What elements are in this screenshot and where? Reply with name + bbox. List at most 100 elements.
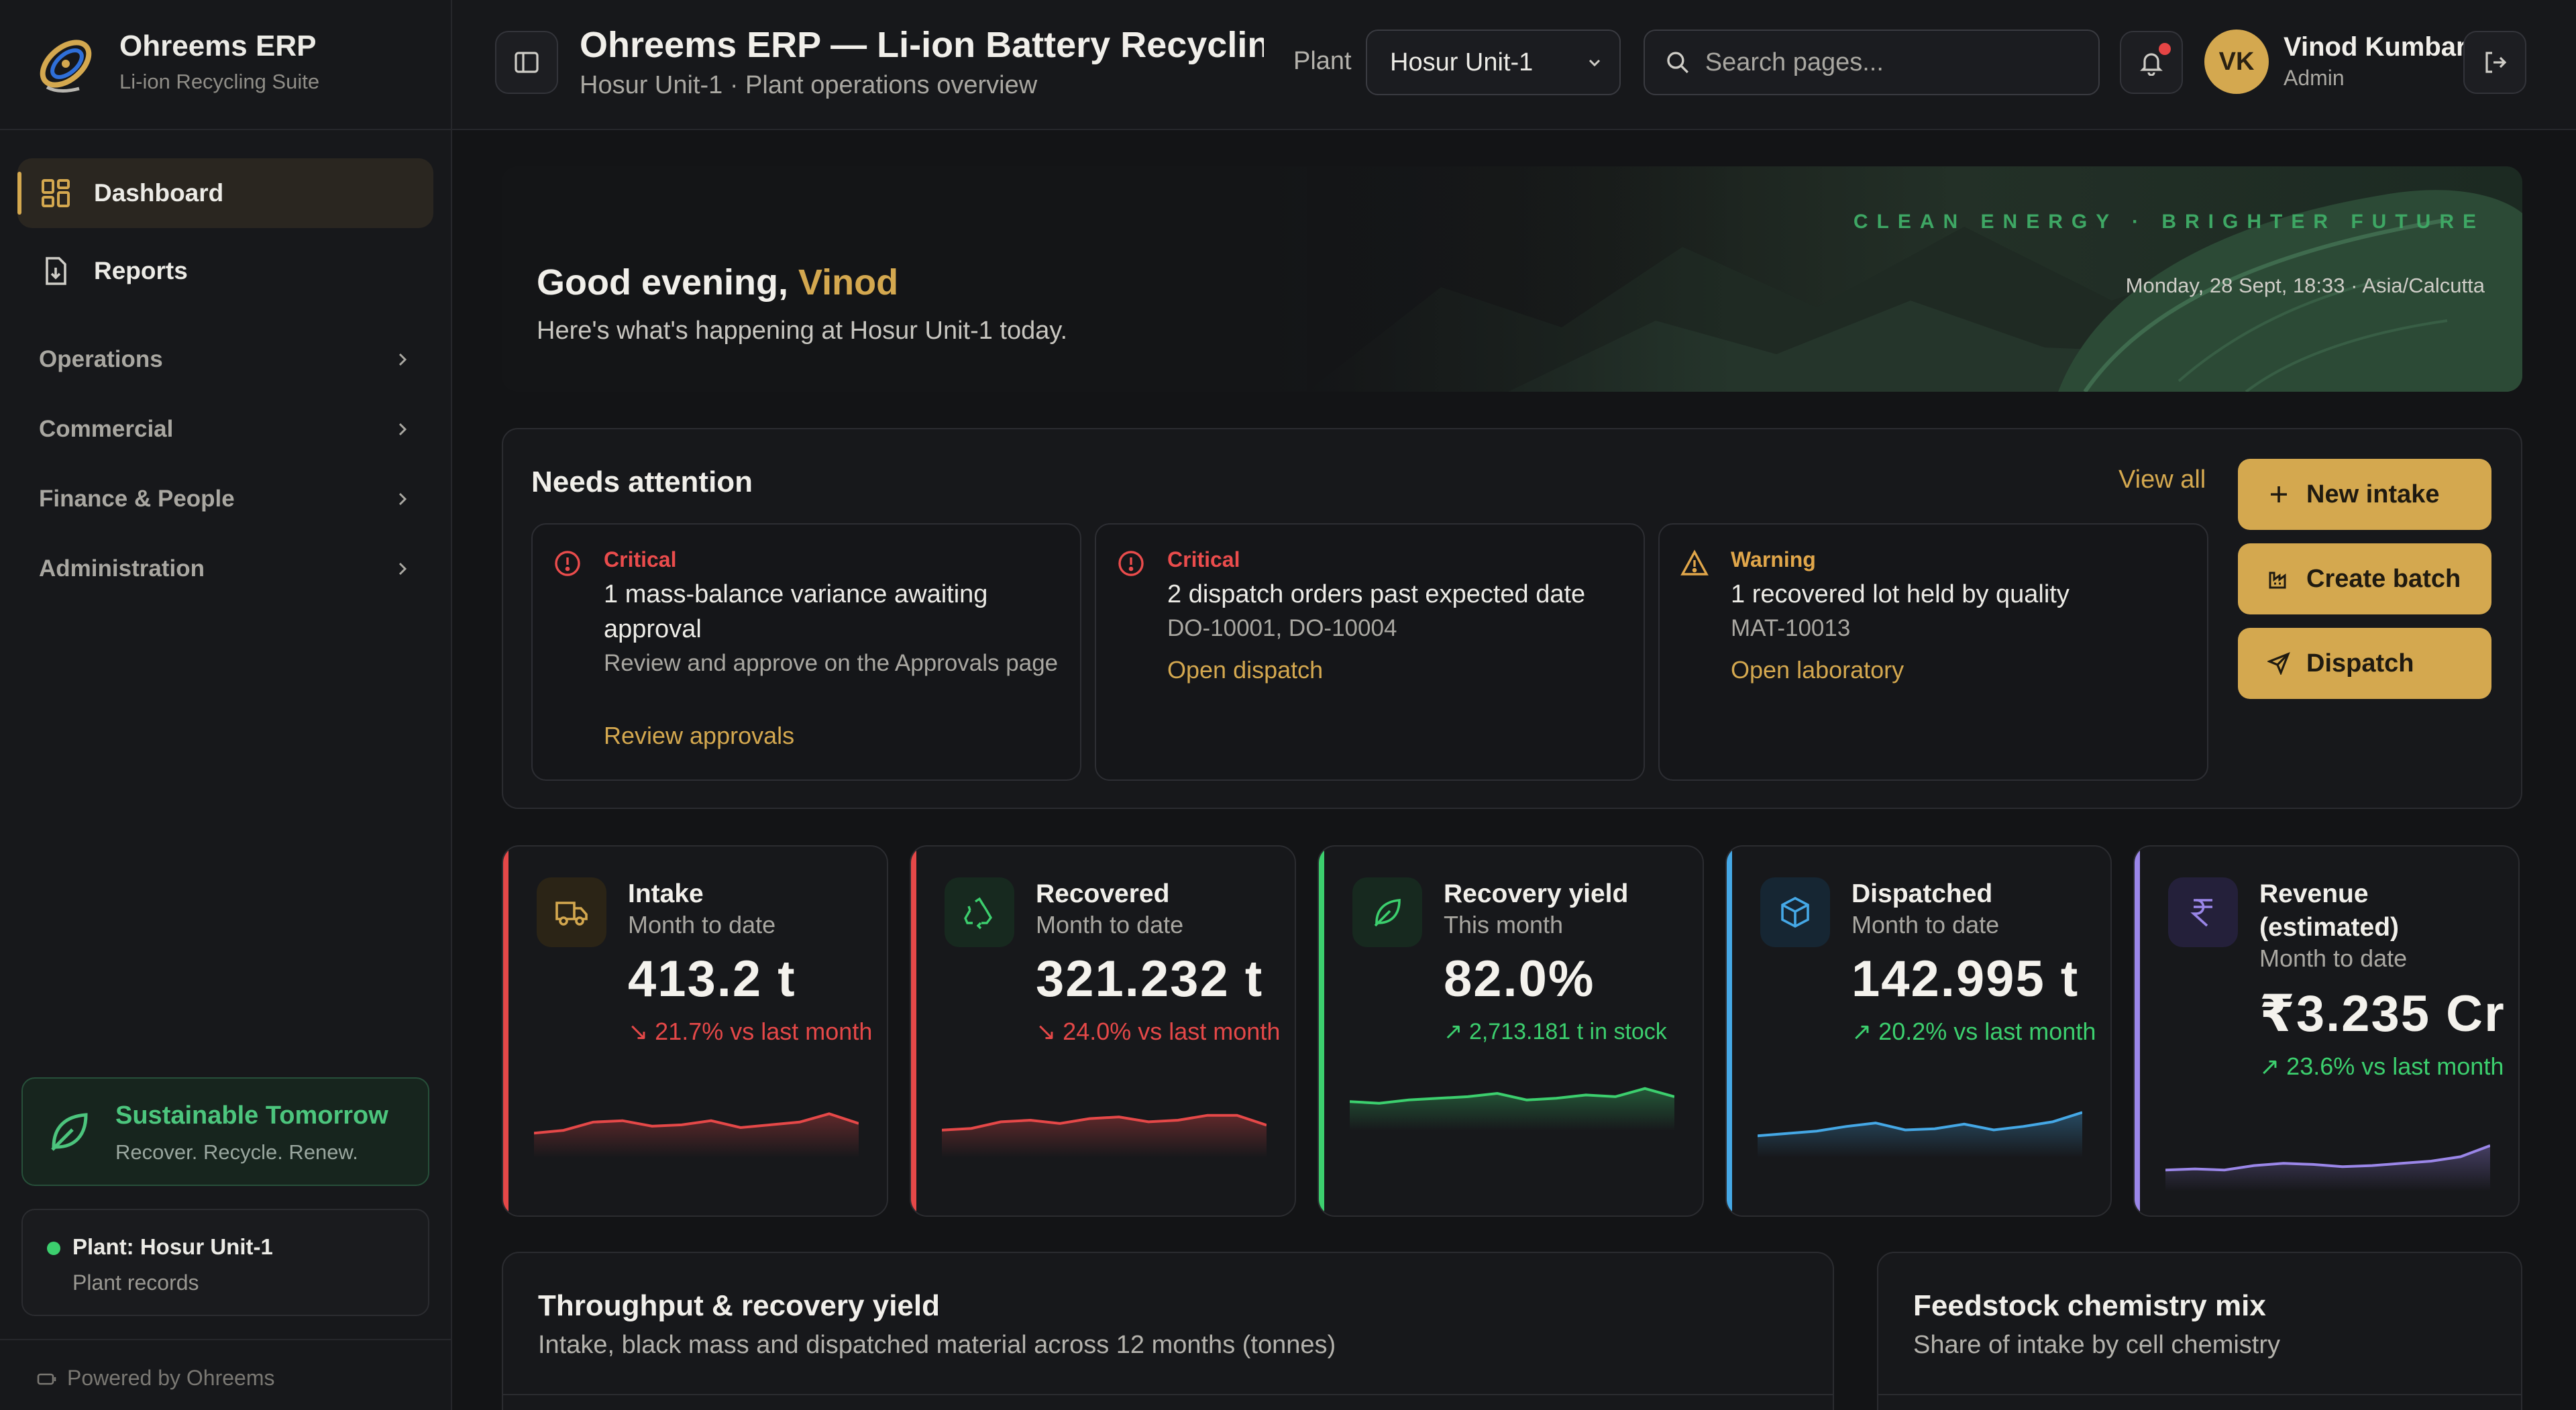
open-dispatch-link[interactable]: Open dispatch <box>1167 656 1324 684</box>
report-download-icon <box>40 256 71 286</box>
kpi-delta-value: 23.6% <box>2286 1052 2355 1080</box>
kpi-title: Recovered <box>1036 879 1170 908</box>
kpi-sparkline <box>534 1112 859 1158</box>
search-input[interactable] <box>1705 48 2078 77</box>
kpi-delta-value: 2,713.181 t in stock <box>1468 1019 1667 1044</box>
logout-button[interactable] <box>2463 31 2526 94</box>
avatar[interactable]: VK <box>2204 30 2269 94</box>
sidebar-item-label: Dashboard <box>94 179 224 207</box>
leaf-icon <box>51 1113 88 1151</box>
leaf-icon <box>1352 877 1422 947</box>
sidebar-toggle-icon <box>515 52 539 73</box>
kpi-subtitle: Month to date <box>2259 944 2408 972</box>
status-dot <box>47 1242 60 1255</box>
kpi-value: 82.0% <box>1444 951 1595 1008</box>
chevron-down-icon <box>1589 59 1601 67</box>
box-icon <box>1760 877 1830 947</box>
forest-leaf-illustration <box>1307 166 2522 392</box>
brand-tagline: Li-ion Recycling Suite <box>119 70 320 93</box>
plant-select[interactable]: Hosur Unit-1 <box>1366 30 1621 95</box>
kpi-sparkline <box>1758 1111 2082 1158</box>
plant-select-label: Plant <box>1293 47 1352 75</box>
trend-up-icon: ↗ <box>1444 1019 1469 1044</box>
sidebar-group-administration[interactable]: Administration <box>17 538 433 600</box>
alert-card: Critical 1 mass-balance variance awaitin… <box>531 523 1081 781</box>
kpi-value: ₹3.235 Cr <box>2259 985 2506 1042</box>
action-label: Create batch <box>2306 564 2461 593</box>
alert-headline: 1 recovered lot held by quality <box>1731 580 2070 608</box>
review-approvals-link[interactable]: Review approvals <box>604 722 795 749</box>
kpi-card-recovered[interactable]: Recovered Month to date 321.232 t ↘ 24.0… <box>910 845 1296 1217</box>
dashboard-grid-icon <box>40 178 71 209</box>
view-all-link[interactable]: View all <box>2118 466 2206 494</box>
welcome-hero: Good evening, Vinod Here's what's happen… <box>502 166 2522 392</box>
attention-title: Needs attention <box>531 466 753 498</box>
sparkline-line <box>534 1112 859 1135</box>
kpi-card-intake[interactable]: Intake Month to date 413.2 t ↘ 21.7% vs … <box>502 845 888 1217</box>
search-box[interactable] <box>1644 30 2100 95</box>
kpi-card-recovery-yield[interactable]: Recovery yield This month 82.0% ↗ 2,713.… <box>1318 845 1704 1217</box>
sidebar-group-label: Finance & People <box>39 486 235 512</box>
panel-subtitle: Share of intake by cell chemistry <box>1913 1331 2281 1359</box>
sidebar-item-dashboard[interactable]: Dashboard <box>17 158 433 228</box>
powered-by-text: Powered by Ohreems <box>67 1366 275 1390</box>
kpi-card-revenue[interactable]: Revenue (estimated) Month to date ₹3.235… <box>2133 845 2520 1217</box>
alert-headline: 2 dispatch orders past expected date <box>1167 580 1586 608</box>
alert-detail: Review and approve on the Approvals page <box>604 650 1059 676</box>
top-header: Ohreems ERP — Li-ion Battery Recycling .… <box>452 0 2576 130</box>
hero-subtitle: Here's what's happening at Hosur Unit-1 … <box>537 317 1068 345</box>
kpi-delta-value: 20.2% <box>1878 1018 1947 1045</box>
alert-circle-icon <box>1118 551 1144 576</box>
sidebar-item-reports[interactable]: Reports <box>17 236 433 306</box>
chevron-right-icon <box>398 492 407 506</box>
factory-icon <box>2269 572 2286 589</box>
panel-title: Throughput & recovery yield <box>538 1289 940 1322</box>
page-subtitle: Hosur Unit-1 · Plant operations overview <box>580 71 1038 99</box>
logout-icon <box>2485 52 2507 73</box>
kpi-delta-suffix: vs last month <box>1138 1018 1281 1045</box>
plant-records-card[interactable]: Plant: Hosur Unit-1 Plant records <box>21 1209 429 1316</box>
kpi-title: Intake <box>628 879 704 908</box>
open-laboratory-link[interactable]: Open laboratory <box>1731 656 1904 684</box>
notifications-button[interactable] <box>2120 31 2183 94</box>
throughput-chart-panel: Throughput & recovery yield Intake, blac… <box>502 1252 1834 1410</box>
kpi-delta: ↗ 20.2% vs last month <box>1851 1014 2100 1049</box>
kpi-value: 413.2 t <box>628 951 796 1008</box>
dispatch-button[interactable]: Dispatch <box>2238 628 2491 699</box>
divider <box>503 1394 1833 1395</box>
sidebar-group-label: Commercial <box>39 416 174 442</box>
bell-icon <box>2140 53 2163 76</box>
needs-attention-panel: Needs attention View all Critical 1 mass… <box>502 428 2522 809</box>
sidebar-group-commercial[interactable]: Commercial <box>17 398 433 460</box>
promo-subtitle: Recover. Recycle. Renew. <box>115 1140 358 1164</box>
alert-severity: Critical <box>604 547 677 572</box>
sidebar-group-operations[interactable]: Operations <box>17 329 433 390</box>
trend-down-icon: ↘ <box>1036 1018 1063 1045</box>
sidebar-group-label: Operations <box>39 346 163 372</box>
user-name: Vinod Kumbar <box>2284 32 2467 62</box>
create-batch-button[interactable]: Create batch <box>2238 543 2491 614</box>
kpi-subtitle: Month to date <box>628 911 776 938</box>
sidebar-group-finance-people[interactable]: Finance & People <box>17 468 433 530</box>
kpi-delta-value: 24.0% <box>1063 1018 1132 1045</box>
page-title: Ohreems ERP — Li-ion Battery Recycling .… <box>580 25 1264 65</box>
action-label: New intake <box>2306 480 2440 508</box>
new-intake-button[interactable]: New intake <box>2238 459 2491 530</box>
kpi-delta-value: 21.7% <box>655 1018 724 1045</box>
promo-title: Sustainable Tomorrow <box>115 1101 388 1130</box>
kpi-delta-suffix: vs last month <box>2361 1052 2504 1080</box>
alert-detail: DO-10001, DO-10004 <box>1167 615 1397 641</box>
hero-datetime: Monday, 28 Sept, 18:33 · Asia/Calcutta <box>2125 274 2485 297</box>
rupee-icon <box>2168 877 2238 947</box>
sparkline-area <box>2165 1145 2490 1191</box>
chevron-right-icon <box>398 423 407 436</box>
sidebar-group-label: Administration <box>39 555 205 582</box>
kpi-delta: ↘ 21.7% vs last month <box>628 1014 876 1049</box>
kpi-title: Revenue (estimated) <box>2259 879 2400 942</box>
kpi-card-dispatched[interactable]: Dispatched Month to date 142.995 t ↗ 20.… <box>1725 845 2112 1217</box>
sparkline-line <box>942 1114 1267 1132</box>
toggle-sidebar-button[interactable] <box>495 31 558 94</box>
hero-tagline: CLEAN ENERGY · BRIGHTER FUTURE <box>1853 211 2485 233</box>
plant-card-title: Plant: Hosur Unit-1 <box>72 1234 273 1259</box>
